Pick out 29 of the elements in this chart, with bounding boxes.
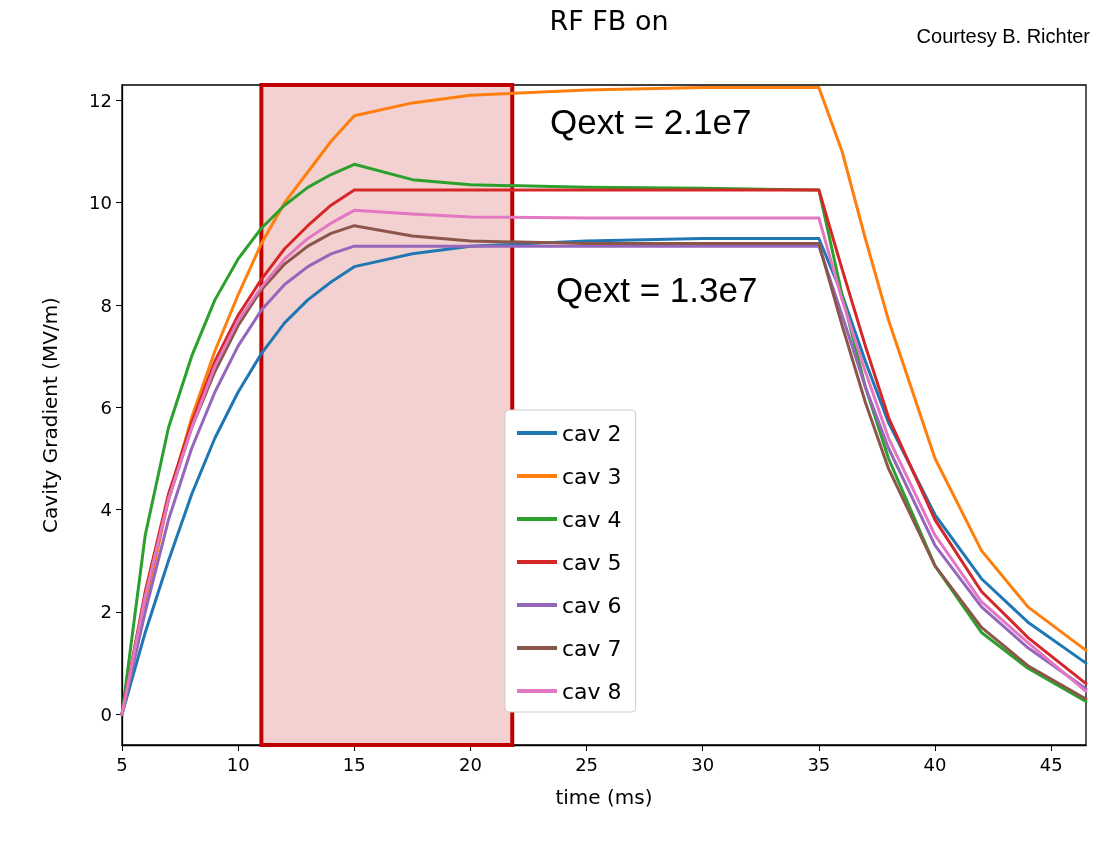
legend-label: cav 4 [562, 506, 622, 532]
legend-label: cav 8 [562, 678, 622, 704]
y-tick-label: 4 [100, 499, 112, 521]
y-tick-label: 8 [100, 294, 112, 316]
x-axis-title: time (ms) [555, 785, 653, 809]
y-tick-label: 12 [89, 89, 112, 111]
y-tick-label: 10 [89, 192, 112, 214]
legend-label: cav 5 [562, 549, 622, 575]
y-tick-label: 2 [100, 601, 112, 623]
y-tick-label: 0 [100, 703, 112, 725]
x-tick-label: 10 [226, 753, 250, 775]
annotation: Qext = 1.3e7 [556, 270, 758, 309]
x-tick-label: 30 [691, 753, 715, 775]
x-tick-label: 45 [1039, 753, 1063, 775]
x-tick-label: 5 [116, 753, 128, 775]
legend-label: cav 2 [562, 420, 622, 446]
y-tick-label: 6 [100, 396, 112, 418]
chart-title: RF FB on [549, 5, 669, 36]
legend-label: cav 7 [562, 635, 622, 661]
x-tick-label: 20 [458, 753, 482, 775]
y-axis-title: Cavity Gradient (MV/m) [38, 297, 62, 533]
x-tick-label: 15 [342, 753, 366, 775]
legend-label: cav 6 [562, 592, 622, 618]
legend-label: cav 3 [562, 463, 622, 489]
x-tick-label: 25 [575, 753, 599, 775]
text: Courtesy B. Richter [916, 25, 1091, 47]
x-tick-label: 40 [923, 753, 947, 775]
annotation: Qext = 2.1e7 [550, 102, 752, 141]
x-tick-label: 35 [807, 753, 831, 775]
